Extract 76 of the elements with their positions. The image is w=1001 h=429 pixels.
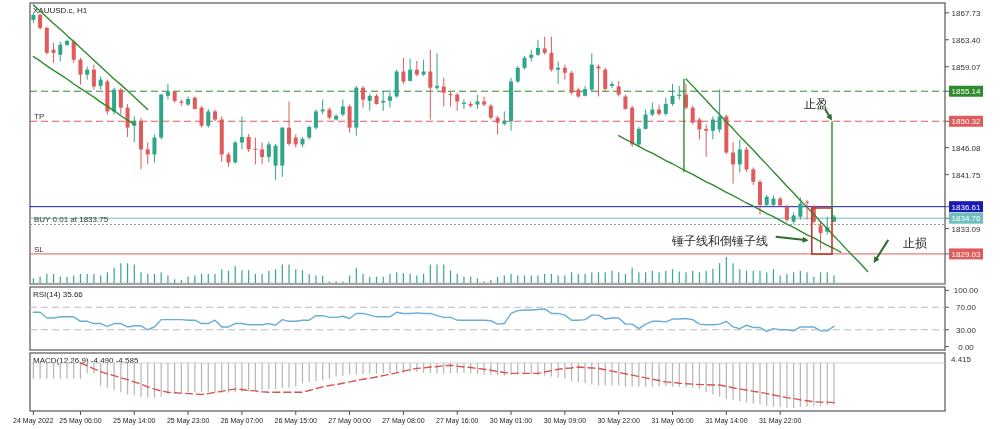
y-tick-label: 0.00 [958, 342, 975, 352]
ref-line-label: SL [34, 244, 45, 254]
annotation: 止损 [902, 235, 927, 250]
candlestick [549, 36, 554, 73]
candlestick [556, 61, 561, 85]
candlestick [562, 64, 567, 81]
candlestick [441, 77, 446, 107]
candlestick [78, 57, 83, 86]
candlestick [737, 138, 742, 173]
candlestick [818, 221, 823, 251]
candlestick [704, 124, 709, 158]
y-tick-label: 1855.14 [951, 87, 982, 97]
candlestick [381, 90, 386, 112]
line-series [32, 308, 835, 333]
candlestick [717, 89, 722, 134]
y-tick-label: 70.00 [955, 303, 977, 313]
candlestick [253, 137, 258, 165]
candlestick [731, 141, 736, 185]
y-tick-label: 1846.08 [951, 143, 982, 153]
y-tick-label: 1863.40 [951, 35, 982, 45]
candlestick [448, 90, 453, 107]
candlestick [744, 146, 749, 173]
candlestick [206, 108, 211, 129]
candlestick [805, 199, 810, 221]
candlestick [91, 64, 96, 91]
candlestick [58, 41, 63, 63]
candlestick [266, 141, 271, 163]
candlestick [609, 81, 614, 89]
candlestick [313, 109, 318, 130]
candlestick [482, 95, 487, 107]
chart-title: RSI(14) 35.66 [33, 290, 84, 299]
candlestick [670, 83, 675, 107]
candlestick [260, 142, 265, 165]
candlestick [798, 196, 803, 221]
candlestick [569, 70, 574, 96]
ref-line-label: TP [34, 112, 45, 122]
text: 4.415 [951, 355, 972, 364]
candlestick [361, 85, 366, 109]
y-tick-label: 1850.32 [951, 117, 982, 127]
candlestick [603, 67, 608, 92]
candlestick [273, 143, 278, 181]
y-tick-label: 30.00 [955, 325, 977, 335]
annotation: 止盈 [804, 96, 829, 111]
candlestick [657, 104, 662, 117]
y-tick-label: 1859.07 [951, 62, 982, 72]
candlestick [414, 60, 419, 78]
ref-line-label: BUY 0.01 at 1833.75 [34, 215, 109, 225]
y-tick-label: 1836.61 [951, 202, 982, 212]
candlestick [152, 133, 157, 163]
candlestick [710, 115, 715, 140]
candlestick [663, 97, 668, 117]
y-tick-label: 1867.73 [951, 8, 982, 18]
candlestick [165, 83, 170, 101]
candlestick [435, 52, 440, 91]
y-tick-label: 1834.76 [951, 214, 982, 224]
candlestick [239, 115, 244, 150]
candlestick [535, 39, 540, 57]
candlestick [636, 126, 641, 148]
chart-title: MACD(12,26,9) -4.490 -4.585 [33, 356, 139, 365]
candlestick [542, 36, 547, 56]
candlestick [387, 89, 392, 109]
candlestick [246, 133, 251, 153]
candlestick [408, 57, 413, 83]
annotation: 锤子线和倒锤子线 [671, 234, 769, 249]
candlestick [401, 57, 406, 85]
candlestick [118, 87, 123, 116]
y-tick-label: 1833.09 [951, 224, 982, 234]
y-tick-label: 1829.03 [951, 249, 982, 259]
candlestick [145, 142, 150, 165]
candlestick [112, 87, 117, 116]
candlestick [757, 179, 762, 216]
line-series [617, 135, 842, 253]
candlestick [233, 140, 238, 165]
y-tick-label: 1841.75 [951, 170, 982, 180]
y-tick-label: 100.00 [953, 286, 979, 296]
candlestick [51, 42, 56, 64]
